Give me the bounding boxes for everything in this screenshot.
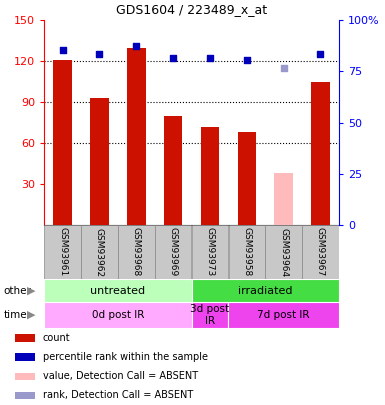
Point <box>244 57 250 63</box>
Point <box>317 51 323 58</box>
Text: GSM93973: GSM93973 <box>206 228 214 277</box>
Bar <box>127 47 146 225</box>
Bar <box>90 98 109 225</box>
Text: time: time <box>4 310 27 320</box>
Bar <box>229 225 265 279</box>
Text: other: other <box>4 286 32 296</box>
Bar <box>201 127 219 225</box>
Text: count: count <box>43 333 70 343</box>
Bar <box>275 173 293 225</box>
Point <box>96 51 102 58</box>
Bar <box>265 225 302 279</box>
Text: ▶: ▶ <box>27 286 35 296</box>
Text: 3d post
IR: 3d post IR <box>191 304 229 326</box>
Text: value, Detection Call = ABSENT: value, Detection Call = ABSENT <box>43 371 198 381</box>
Bar <box>54 60 72 225</box>
Text: percentile rank within the sample: percentile rank within the sample <box>43 352 208 362</box>
Bar <box>81 225 118 279</box>
Bar <box>192 225 228 279</box>
Bar <box>15 334 35 342</box>
Bar <box>238 132 256 225</box>
Text: rank, Detection Call = ABSENT: rank, Detection Call = ABSENT <box>43 390 193 401</box>
Bar <box>15 354 35 361</box>
Text: irradiated: irradiated <box>238 286 293 296</box>
Bar <box>155 225 191 279</box>
Bar <box>15 392 35 399</box>
Point <box>60 47 66 53</box>
Text: ▶: ▶ <box>27 310 35 320</box>
Text: 0d post IR: 0d post IR <box>92 310 144 320</box>
Bar <box>44 302 192 328</box>
Text: GSM93961: GSM93961 <box>58 228 67 277</box>
Bar <box>302 225 339 279</box>
Bar <box>44 225 81 279</box>
Point <box>133 43 139 49</box>
Bar <box>311 81 330 225</box>
Text: GSM93967: GSM93967 <box>316 228 325 277</box>
Bar <box>15 373 35 380</box>
Bar <box>164 116 182 225</box>
Text: untreated: untreated <box>90 286 146 296</box>
Point <box>170 55 176 62</box>
Bar <box>228 302 339 328</box>
Bar <box>118 225 154 279</box>
Text: GSM93969: GSM93969 <box>169 228 177 277</box>
Point <box>207 55 213 62</box>
Text: 7d post IR: 7d post IR <box>257 310 310 320</box>
Title: GDS1604 / 223489_x_at: GDS1604 / 223489_x_at <box>116 3 267 16</box>
Point <box>281 65 287 71</box>
Bar <box>192 302 228 328</box>
Text: GSM93964: GSM93964 <box>279 228 288 277</box>
Text: GSM93958: GSM93958 <box>242 228 251 277</box>
Text: GSM93968: GSM93968 <box>132 228 141 277</box>
Bar <box>44 279 192 302</box>
Text: GSM93962: GSM93962 <box>95 228 104 277</box>
Bar <box>192 279 339 302</box>
